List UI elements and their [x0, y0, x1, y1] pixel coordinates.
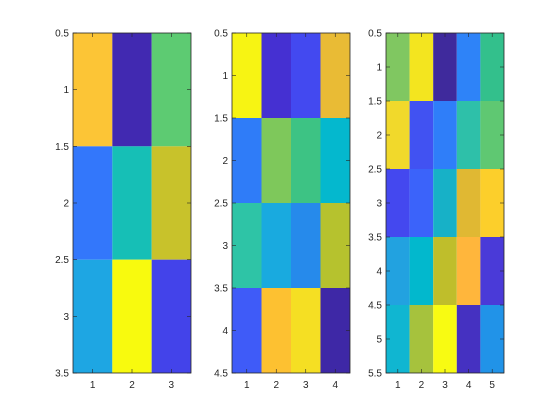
heatmap-cell-r4-c2 — [409, 237, 434, 305]
heatmap-cell-r5-c2 — [409, 305, 434, 373]
heatmap-cell-r1-c2 — [112, 33, 152, 147]
heatmap-panel-3: 0.5 1 1.5 2 2.5 3 3.5 4 4.5 5 5.5 1 2 3 4 5 — [368, 29, 505, 391]
heatmap-panel-2: 0.5 1 1.5 2 2.5 3 3.5 4 4.5 1 2 3 4 — [214, 29, 351, 391]
heatmap-cell-r1-c3 — [433, 33, 457, 101]
heatmap-cell-r5-c3 — [433, 305, 457, 373]
heatmap-cell-r1-c1 — [386, 33, 410, 101]
x-tick-label: 2 — [419, 380, 425, 391]
heatmap-cell-r2-c4 — [320, 118, 350, 203]
x-tick-label: 3 — [303, 380, 309, 391]
y-tick-label: 1.5 — [368, 97, 382, 108]
heatmap-cell-r3-c1 — [232, 203, 262, 288]
y-tick-label: 4.5 — [368, 301, 382, 312]
y-tick-label: 3 — [63, 312, 69, 323]
y-tick-label: 0.5 — [55, 29, 69, 40]
heatmap-panel-1: 0.5 1 1.5 2 2.5 3 3.5 1 2 3 — [55, 29, 192, 391]
heatmap-cell-r3-c3 — [433, 169, 457, 237]
y-tick-label: 2.5 — [55, 255, 69, 266]
heatmap-cell-r3-c1 — [73, 259, 113, 373]
x-tick-label: 1 — [90, 380, 96, 391]
heatmap-cell-r1-c3 — [291, 33, 321, 118]
y-tick-label: 2.5 — [368, 165, 382, 176]
y-tick-label: 1 — [63, 85, 69, 96]
heatmap-cell-r3-c3 — [151, 259, 191, 373]
heatmap-cell-r3-c1 — [386, 169, 410, 237]
y-tick-label: 0.5 — [214, 29, 228, 40]
heatmap-cell-r4-c1 — [232, 288, 262, 373]
y-tick-label: 2 — [222, 156, 228, 167]
heatmap-cell-r2-c2 — [409, 101, 434, 169]
y-tick-label: 1.5 — [55, 142, 69, 153]
heatmap-cell-r3-c5 — [480, 169, 504, 237]
x-tick-label: 2 — [129, 380, 135, 391]
heatmap-cell-r1-c1 — [232, 33, 262, 118]
heatmap-cell-r4-c4 — [456, 237, 481, 305]
heatmap-cell-r1-c5 — [480, 33, 504, 101]
heatmap-cell-r4-c1 — [386, 237, 410, 305]
y-tick-label: 0.5 — [368, 29, 382, 40]
heatmap-cell-r2-c2 — [261, 118, 291, 203]
heatmap-cell-r5-c5 — [480, 305, 504, 373]
heatmap-cell-r2-c1 — [386, 101, 410, 169]
heatmap-cell-r2-c3 — [433, 101, 457, 169]
heatmap-cell-r2-c3 — [151, 146, 191, 260]
y-tick-label: 3.5 — [55, 369, 69, 380]
heatmap-cell-r5-c1 — [386, 305, 410, 373]
heatmap-cell-r1-c1 — [73, 33, 113, 147]
x-tick-label: 1 — [244, 380, 250, 391]
heatmap-cell-r2-c5 — [480, 101, 504, 169]
heatmap-cell-r3-c3 — [291, 203, 321, 288]
heatmap-cell-r5-c4 — [456, 305, 481, 373]
y-tick-label: 3.5 — [368, 233, 382, 244]
y-tick-label: 5.5 — [368, 369, 382, 380]
x-tick-label: 2 — [273, 380, 279, 391]
y-tick-label: 3.5 — [214, 284, 228, 295]
y-tick-label: 5 — [376, 335, 382, 346]
heatmap-cell-r2-c1 — [73, 146, 113, 260]
heatmap-cell-r1-c4 — [320, 33, 350, 118]
heatmap-cell-r3-c2 — [261, 203, 291, 288]
y-tick-label: 3 — [222, 241, 228, 252]
heatmap-cell-r4-c3 — [433, 237, 457, 305]
x-tick-label: 1 — [395, 380, 401, 391]
heatmap-cell-r3-c2 — [409, 169, 434, 237]
heatmap-cell-r4-c4 — [320, 288, 350, 373]
y-tick-label: 2 — [376, 131, 382, 142]
x-tick-label: 5 — [489, 380, 495, 391]
heatmap-cell-r4-c3 — [291, 288, 321, 373]
heatmap-cell-r2-c2 — [112, 146, 152, 260]
heatmap-cell-r2-c4 — [456, 101, 481, 169]
y-tick-label: 3 — [376, 199, 382, 210]
x-tick-label: 3 — [442, 380, 448, 391]
heatmap-cell-r2-c3 — [291, 118, 321, 203]
heatmap-cell-r1-c2 — [409, 33, 434, 101]
y-tick-label: 4 — [222, 326, 228, 337]
x-tick-label: 4 — [466, 380, 472, 391]
y-tick-label: 1 — [222, 71, 228, 82]
heatmap-cell-r2-c1 — [232, 118, 262, 203]
heatmap-cell-r4-c5 — [480, 237, 504, 305]
y-tick-label: 2.5 — [214, 199, 228, 210]
y-tick-label: 4 — [376, 267, 382, 278]
heatmap-cell-r3-c2 — [112, 259, 152, 373]
heatmap-cell-r1-c3 — [151, 33, 191, 147]
y-tick-label: 1.5 — [214, 114, 228, 125]
heatmap-cell-r4-c2 — [261, 288, 291, 373]
x-tick-label: 3 — [169, 380, 175, 391]
y-tick-label: 4.5 — [214, 369, 228, 380]
y-tick-label: 2 — [63, 199, 69, 210]
heatmap-cell-r3-c4 — [456, 169, 481, 237]
y-tick-label: 1 — [376, 63, 382, 74]
heatmap-cell-r1-c4 — [456, 33, 481, 101]
x-tick-label: 4 — [332, 380, 338, 391]
heatmap-cell-r1-c2 — [261, 33, 291, 118]
heatmap-cell-r3-c4 — [320, 203, 350, 288]
